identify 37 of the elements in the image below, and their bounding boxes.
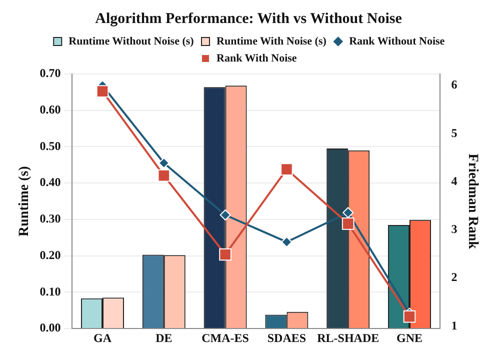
y-tick-label: 0.40 [40,175,61,190]
point [220,210,231,221]
y2-tick-label: 4 [451,174,458,188]
point [403,310,416,323]
y-tick-label: 0.20 [40,248,61,262]
point [280,163,293,176]
point [158,158,170,169]
point [281,236,292,248]
y-axis-title: Runtime (s) [17,166,32,236]
y2-tick-label: 6 [451,78,458,92]
point [219,248,232,261]
point [96,85,109,98]
y-tick-label: 0.70 [40,66,61,80]
y-tick-label: 0.10 [40,284,61,298]
y2-tick-label: 1 [451,318,458,332]
point [342,218,354,230]
y2-axis-title: Friedman Rank [464,154,480,250]
legend-label: Runtime With Noise (s) [216,35,327,48]
x-tick-label: DE [156,330,172,345]
y-tick-label: 0.30 [40,212,61,226]
chart-title: Algorithm Performance: With vs Without Noise [95,10,402,27]
x-tick-label: GA [94,330,112,345]
x-tick-label: RL-SHADE [317,330,380,345]
point [158,169,170,182]
y2-tick-label: 5 [451,126,458,140]
y-tick-label: 0.60 [40,102,61,116]
legend-label: Rank Without Noise [349,35,445,48]
y2-tick-label: 2 [451,270,458,284]
x-tick-label: CMA-ES [202,330,250,345]
y-tick-label: 0.00 [40,320,61,335]
x-tick-label: GNE [396,330,423,345]
x-tick-label: SDAES [267,330,306,345]
legend-label: Runtime Without Noise (s) [68,35,194,48]
y-tick-label: 0.50 [40,138,61,153]
y2-tick-label: 3 [451,222,458,236]
legend-label: Rank With Noise [216,52,297,64]
point [342,207,354,218]
